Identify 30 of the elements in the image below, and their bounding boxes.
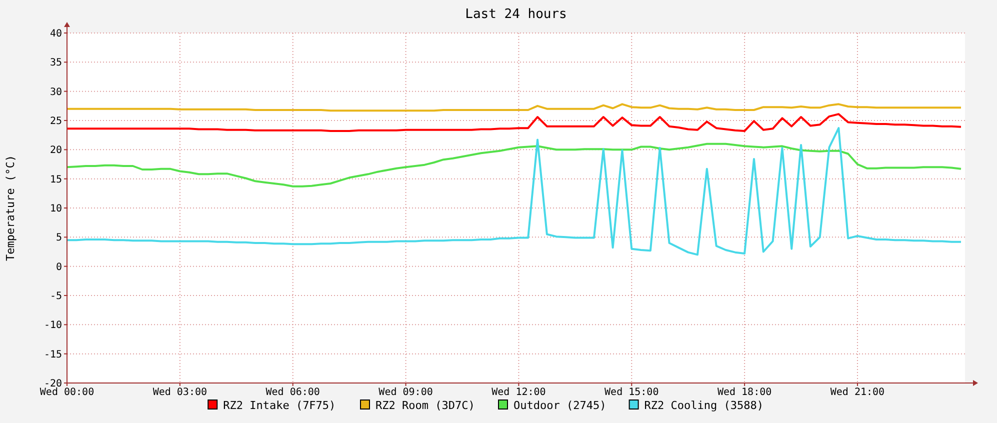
y-tick-label: -15: [44, 349, 62, 360]
line-series: [66, 127, 962, 256]
x-tick-label: Wed 12:00: [492, 387, 546, 398]
y-tick-label: 35: [50, 58, 62, 69]
y-tick-label: 5: [56, 232, 62, 244]
y-tick-label: 10: [50, 204, 62, 214]
x-tick-label: Wed 09:00: [378, 387, 433, 398]
y-axis-title: Temperature (°C): [4, 155, 17, 261]
y-tick-label: 25: [50, 116, 62, 127]
x-tick-label: Wed 15:00: [604, 387, 659, 398]
legend-label: RZ2 Room (3D7C): [376, 399, 475, 412]
chart-title: Last 24 hours: [465, 7, 567, 22]
y-tick-label: -5: [50, 291, 62, 302]
line-series: [66, 103, 962, 112]
y-tick-label: 15: [50, 174, 62, 186]
legend-label: RZ2 Intake (7F75): [223, 399, 336, 412]
y-tick-label: 0: [56, 262, 62, 273]
y-tick-label: -10: [44, 320, 62, 332]
x-tick-label: Wed 00:00: [40, 387, 94, 398]
line-series: [66, 142, 962, 188]
x-tick-label: Wed 18:00: [717, 387, 772, 398]
x-tick-label: Wed 03:00: [152, 387, 208, 398]
y-tick-label: 20: [50, 145, 62, 156]
y-tick-label: 40: [50, 28, 62, 40]
legend-label: RZ2 Cooling (3588): [644, 399, 764, 412]
line-series: [66, 113, 962, 132]
x-tick-label: Wed 21:00: [830, 387, 885, 398]
y-tick-label: 30: [50, 86, 62, 98]
legend-label: Outdoor (2745): [514, 399, 606, 412]
x-tick-label: Wed 06:00: [266, 387, 320, 398]
